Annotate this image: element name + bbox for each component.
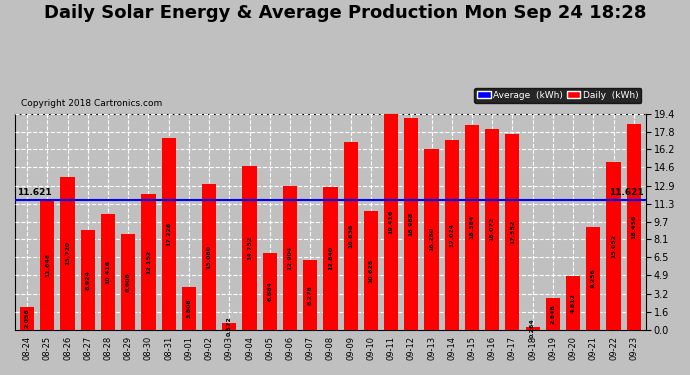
Text: 12.904: 12.904 (288, 246, 293, 270)
Text: 2.056: 2.056 (25, 308, 30, 328)
Legend: Average  (kWh), Daily  (kWh): Average (kWh), Daily (kWh) (474, 88, 641, 103)
Text: 4.812: 4.812 (571, 293, 575, 313)
Text: 17.024: 17.024 (449, 223, 454, 247)
Text: 11.621: 11.621 (17, 188, 52, 197)
Text: 11.648: 11.648 (45, 253, 50, 277)
Bar (607, 162, 620, 330)
Text: 2.848: 2.848 (551, 304, 555, 324)
Bar (404, 118, 418, 330)
Bar (324, 187, 337, 330)
Text: 12.152: 12.152 (146, 250, 151, 274)
Text: 6.884: 6.884 (267, 281, 273, 301)
Bar (141, 195, 155, 330)
Bar (101, 214, 115, 330)
Text: Copyright 2018 Cartronics.com: Copyright 2018 Cartronics.com (21, 99, 163, 108)
Bar (40, 200, 55, 330)
Text: 9.256: 9.256 (591, 268, 595, 288)
Text: 15.052: 15.052 (611, 234, 616, 258)
Bar (546, 298, 560, 330)
Text: Daily Solar Energy & Average Production Mon Sep 24 18:28: Daily Solar Energy & Average Production … (43, 4, 647, 22)
Bar (283, 186, 297, 330)
Bar (263, 253, 277, 330)
Text: 8.608: 8.608 (126, 272, 130, 291)
Bar (364, 211, 378, 330)
Text: 12.840: 12.840 (328, 246, 333, 270)
Bar (303, 260, 317, 330)
Text: 0.572: 0.572 (227, 316, 232, 336)
Text: 14.752: 14.752 (247, 236, 252, 260)
Bar (202, 184, 216, 330)
Bar (485, 129, 500, 330)
Text: 8.924: 8.924 (86, 270, 90, 290)
Text: 13.080: 13.080 (206, 245, 212, 269)
Text: 18.456: 18.456 (631, 215, 636, 239)
Bar (242, 166, 257, 330)
Bar (81, 230, 95, 330)
Text: 19.416: 19.416 (388, 210, 393, 234)
Bar (384, 114, 398, 330)
Text: 10.628: 10.628 (368, 258, 373, 282)
Bar (61, 177, 75, 330)
Text: 16.836: 16.836 (348, 224, 353, 248)
Bar (20, 307, 34, 330)
Bar (161, 138, 176, 330)
Bar (344, 142, 357, 330)
Bar (627, 124, 641, 330)
Text: 17.228: 17.228 (166, 222, 171, 246)
Text: 11.621: 11.621 (609, 188, 644, 197)
Bar (121, 234, 135, 330)
Bar (444, 140, 459, 330)
Text: 16.280: 16.280 (429, 227, 434, 251)
Bar (566, 276, 580, 330)
Text: 18.072: 18.072 (490, 217, 495, 241)
Text: 3.808: 3.808 (186, 298, 191, 318)
Bar (526, 327, 540, 330)
Bar (505, 135, 520, 330)
Bar (181, 287, 196, 330)
Bar (222, 323, 237, 330)
Bar (586, 226, 600, 330)
Bar (424, 148, 439, 330)
Text: 6.276: 6.276 (308, 285, 313, 304)
Text: 0.264: 0.264 (530, 318, 535, 338)
Text: 10.416: 10.416 (106, 260, 110, 284)
Bar (465, 125, 479, 330)
Text: 18.384: 18.384 (469, 215, 475, 240)
Text: 18.988: 18.988 (408, 212, 414, 236)
Text: 13.720: 13.720 (65, 241, 70, 266)
Text: 17.552: 17.552 (510, 220, 515, 244)
